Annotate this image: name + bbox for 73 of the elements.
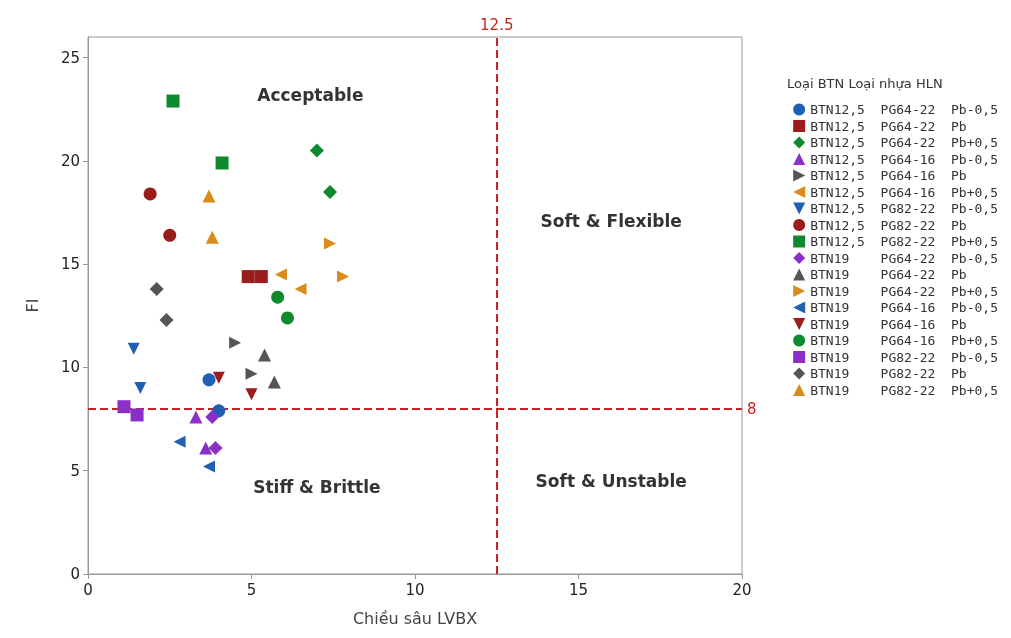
point [258, 348, 272, 362]
legend-label: BTN19 PG64-16 Pb+0,5 [810, 333, 998, 348]
legend-label: BTN19 PG64-22 Pb+0,5 [810, 283, 998, 299]
point [159, 312, 174, 327]
legend-label: BTN12,5 PG64-22 Pb+0,5 [810, 135, 998, 150]
legend-label: BTN12,5 PG64-16 Pb+0,5 [810, 184, 998, 200]
point [245, 388, 258, 401]
point [254, 270, 268, 284]
y-tick-label: 25 [60, 48, 80, 67]
x-tick-label: 15 [568, 580, 589, 599]
point [294, 282, 307, 295]
ref-line-label: 8 [747, 399, 757, 418]
point [229, 336, 242, 349]
point [280, 311, 294, 325]
point [309, 143, 324, 158]
legend-label: BTN12,5 PG82-22 Pb-0,5 [810, 201, 998, 216]
legend-label: BTN12,5 PG64-22 Pb [810, 118, 967, 134]
y-tick-label: 0 [70, 565, 80, 583]
y-tick-label: 5 [70, 461, 80, 480]
point [274, 268, 287, 281]
legend-label: BTN12,5 PG82-22 Pb+0,5 [810, 234, 998, 249]
x-tick-label: 0 [83, 580, 93, 599]
point [163, 228, 177, 242]
annotation: Soft & Unstable [535, 471, 687, 492]
y-tick-label: 20 [60, 151, 80, 170]
legend-label: BTN12,5 PG64-16 Pb [810, 168, 967, 183]
point [241, 270, 255, 284]
x-tick-label: 20 [732, 580, 752, 599]
annotation: Acceptable [257, 84, 364, 105]
ref-line-label: 12.5 [480, 15, 514, 34]
point [337, 270, 350, 283]
legend-title: Loại BTN Loại nhựa HLN [787, 76, 943, 91]
legend-label: BTN19 PG82-22 Pb [810, 366, 967, 381]
point [166, 94, 180, 108]
point [117, 400, 131, 414]
point [267, 375, 281, 389]
point [189, 410, 203, 424]
x-tick-label: 5 [246, 580, 257, 599]
point [322, 184, 337, 199]
y-tick-label: 15 [60, 255, 80, 274]
legend-label: BTN19 PG64-16 Pb [810, 316, 967, 332]
point [212, 371, 225, 384]
point [199, 441, 213, 455]
point [208, 441, 223, 456]
legend-label: BTN19 PG64-22 Pb-0,5 [810, 250, 998, 266]
point [202, 460, 215, 473]
annotation: Stiff & Brittle [253, 477, 381, 498]
point [127, 342, 140, 355]
x-axis-title: Chiều sâu LVBX [352, 608, 478, 628]
point [149, 281, 164, 296]
y-tick-label: 10 [60, 358, 80, 377]
legend-label: BTN12,5 PG64-22 Pb-0,5 [810, 102, 998, 117]
legend-label: BTN19 PG82-22 Pb+0,5 [810, 382, 998, 398]
point [271, 290, 285, 304]
point [205, 230, 219, 244]
legend-label: BTN19 PG82-22 Pb-0,5 [810, 349, 998, 365]
annotation: Soft & Flexible [540, 210, 682, 231]
point [134, 382, 147, 395]
point [245, 367, 258, 380]
y-axis-title: FI [22, 298, 42, 313]
point [215, 156, 229, 170]
x-tick-label: 10 [405, 580, 425, 599]
point [143, 187, 157, 201]
point [205, 410, 220, 425]
legend-label: BTN12,5 PG64-16 Pb-0,5 [810, 151, 998, 167]
legend-label: BTN19 PG64-16 Pb-0,5 [810, 300, 998, 315]
point [202, 189, 216, 203]
legend-label: BTN19 PG64-22 Pb [810, 267, 967, 282]
point [323, 237, 336, 250]
legend-label: BTN12,5 PG82-22 Pb [810, 217, 967, 233]
point [202, 373, 216, 387]
point [173, 435, 186, 448]
point [130, 408, 144, 422]
